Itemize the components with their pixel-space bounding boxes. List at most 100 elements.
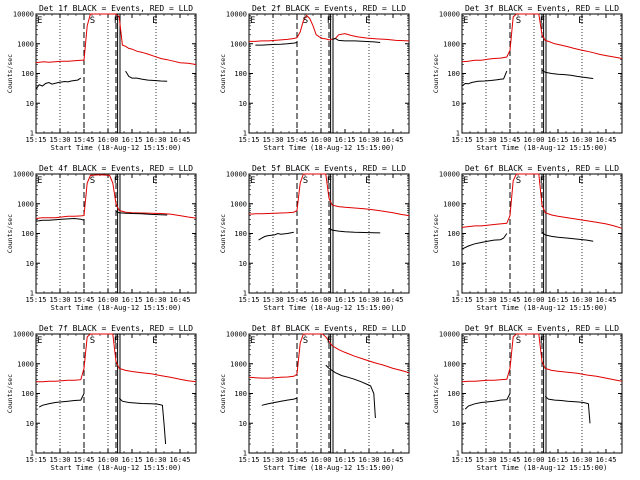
y-tick-label: 100 [447,230,460,238]
x-tick-label: 16:30 [145,136,166,144]
y-tick-label: 1000 [443,40,460,48]
black-series-line [258,231,294,241]
event-marker-label: E [37,176,42,186]
event-marker-label: F [327,16,332,26]
panel-title: Det 4f BLACK = Events, RED = LLD [39,164,193,173]
y-tick-label: 10000 [226,171,247,179]
event-marker-label: S [90,336,95,346]
event-marker-label: E [152,336,157,346]
x-tick-label: 15:15 [451,456,472,464]
x-tick-label: 16:45 [595,456,616,464]
y-tick-label: 10 [239,420,247,428]
y-tick-label: 1 [243,450,247,458]
event-marker-label: S [303,336,308,346]
panel-det-9: Det 9f BLACK = Events, RED = LLD 1 10 100 10… [432,324,623,472]
y-tick-label: 100 [447,390,460,398]
event-marker-label: F [327,176,332,186]
x-tick-label: 16:00 [523,456,544,464]
event-marker-label: E [578,336,583,346]
x-tick-label: 15:30 [49,456,70,464]
y-tick-label: 1000 [17,200,34,208]
event-marker-label: E [463,16,468,26]
black-series-line [125,70,168,82]
x-tick-label: 16:00 [97,456,118,464]
black-series-line [461,233,508,250]
y-tick-label: 10 [452,260,460,268]
y-tick-label: 10 [239,100,247,108]
x-tick-label: 16:15 [121,136,142,144]
x-tick-label: 16:45 [382,296,403,304]
event-marker-label: E [365,336,370,346]
y-tick-label: 100 [234,70,247,78]
x-tick-label: 15:30 [262,296,283,304]
x-axis-label: Start Time (18-Aug-12 15:15:00) [477,304,608,312]
y-tick-label: 10000 [13,331,34,339]
x-tick-label: 16:45 [595,296,616,304]
red-series-line [248,333,410,379]
y-tick-label: 1 [30,450,34,458]
x-axis-label: Start Time (18-Aug-12 15:15:00) [264,144,395,152]
x-tick-label: 16:45 [595,136,616,144]
y-tick-label: 1 [243,130,247,138]
x-tick-label: 16:30 [571,456,592,464]
x-tick-label: 16:00 [97,136,118,144]
x-tick-label: 16:15 [334,296,355,304]
x-tick-label: 16:00 [97,296,118,304]
panel-det-6: Det 6f BLACK = Events, RED = LLD 1 10 100 10… [432,164,623,312]
x-tick-label: 15:30 [262,136,283,144]
y-tick-label: 100 [447,70,460,78]
red-series-line [35,13,197,65]
event-marker-label: E [365,176,370,186]
y-tick-label: 100 [21,390,34,398]
event-marker-label: S [516,336,521,346]
event-marker-label: E [37,16,42,26]
y-tick-label: 10000 [439,11,460,19]
black-series-line [544,396,591,424]
red-series-line [248,173,410,217]
black-series-line [541,69,594,79]
event-marker-label: F [114,176,119,186]
y-tick-label: 10 [452,100,460,108]
x-tick-label: 15:15 [451,296,472,304]
x-tick-label: 15:30 [475,456,496,464]
y-tick-label: 1000 [230,360,247,368]
event-marker-label: F [114,16,119,26]
x-tick-label: 16:15 [547,456,568,464]
event-marker-label: E [365,16,370,26]
x-tick-label: 15:30 [475,296,496,304]
panel-title: Det 2f BLACK = Events, RED = LLD [252,4,406,13]
black-series-line [332,37,381,43]
event-marker-label: S [303,176,308,186]
black-series-line [38,393,85,408]
y-tick-label: 1 [456,290,460,298]
x-tick-label: 15:30 [475,136,496,144]
black-series-line [461,70,508,87]
y-tick-label: 10 [26,260,34,268]
panel-title: Det 3f BLACK = Events, RED = LLD [465,4,619,13]
red-series-line [461,173,623,229]
y-axis-label: Counts/sec [219,374,227,413]
y-tick-label: 10000 [13,11,34,19]
event-marker-label: E [463,336,468,346]
y-axis-label: Counts/sec [219,214,227,253]
event-marker-label: F [540,336,545,346]
x-tick-label: 15:45 [286,296,307,304]
red-series-line [36,333,197,383]
y-tick-label: 1 [456,450,460,458]
y-tick-label: 10000 [13,171,34,179]
y-axis-label: Counts/sec [6,374,14,413]
red-series-line [461,13,623,63]
x-axis-label: Start Time (18-Aug-12 15:15:00) [51,144,182,152]
panel-det-5: Det 5f BLACK = Events, RED = LLD 1 10 100 10… [219,164,410,312]
y-tick-label: 100 [21,70,34,78]
x-tick-label: 15:15 [25,456,46,464]
x-tick-label: 16:30 [358,296,379,304]
event-marker-label: F [327,336,332,346]
x-tick-label: 15:15 [451,136,472,144]
event-marker-label: E [250,176,255,186]
event-marker-label: E [578,16,583,26]
panel-title: Det 8f BLACK = Events, RED = LLD [252,324,406,333]
y-tick-label: 10000 [226,331,247,339]
x-tick-label: 15:15 [238,296,259,304]
